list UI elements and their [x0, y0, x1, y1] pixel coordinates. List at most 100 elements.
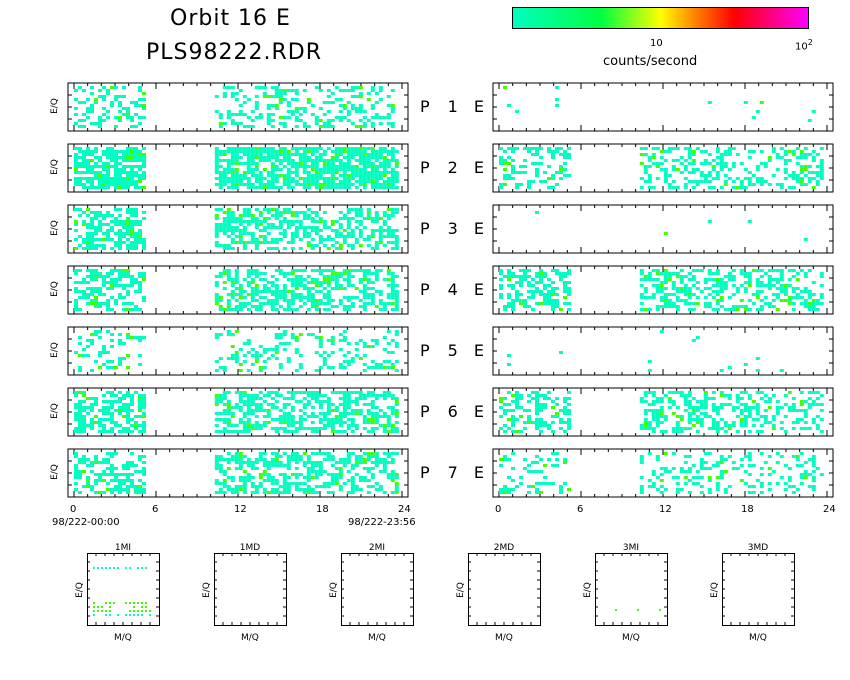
data-cell	[254, 226, 259, 229]
data-cell	[286, 418, 291, 421]
data-cell	[723, 284, 728, 287]
data-cell	[98, 211, 102, 214]
data-cell	[519, 165, 523, 168]
data-cell	[222, 159, 227, 162]
data-cell	[531, 293, 535, 296]
data-cell	[711, 177, 716, 180]
data-cell	[655, 272, 660, 275]
data-cell	[246, 293, 251, 296]
data-cell	[242, 360, 247, 363]
data-cell	[234, 354, 239, 357]
data-cell	[771, 284, 776, 287]
data-cell	[274, 186, 279, 189]
data-cell	[783, 403, 788, 406]
data-cell	[234, 150, 239, 153]
data-cell	[711, 427, 716, 430]
data-cell	[290, 165, 295, 168]
data-cell	[254, 95, 259, 98]
data-cell	[106, 330, 110, 333]
data-cell	[238, 220, 243, 223]
data-cell	[643, 290, 648, 293]
data-cell	[78, 491, 82, 494]
data-cell	[274, 458, 279, 461]
data-cell	[675, 406, 680, 409]
data-cell	[362, 476, 367, 479]
data-cell	[106, 168, 110, 171]
data-cell	[342, 336, 347, 339]
data-cell	[306, 150, 311, 153]
data-cell	[230, 458, 235, 461]
data-cell	[230, 217, 235, 220]
data-cell	[683, 177, 688, 180]
data-cell	[655, 290, 660, 293]
data-cell	[234, 424, 239, 427]
data-cell	[799, 183, 804, 186]
data-cell	[246, 275, 251, 278]
data-cell	[86, 406, 90, 409]
data-cell	[102, 174, 106, 177]
data-cell	[531, 296, 535, 299]
data-cell	[346, 397, 351, 400]
data-cell	[114, 98, 118, 101]
data-cell	[290, 241, 295, 244]
data-cell	[667, 150, 672, 153]
data-cell	[803, 412, 808, 415]
data-cell	[394, 299, 399, 302]
data-cell	[378, 366, 383, 369]
data-cell	[370, 165, 375, 168]
data-cell	[294, 488, 299, 491]
data-cell	[551, 177, 555, 180]
data-cell	[358, 394, 363, 397]
data-cell	[238, 397, 243, 400]
data-cell	[767, 397, 772, 400]
data-cell	[815, 415, 820, 418]
data-cell	[755, 180, 760, 183]
data-cell	[254, 406, 259, 409]
data-cell	[270, 479, 275, 482]
data-cell	[274, 107, 279, 110]
data-cell	[226, 180, 231, 183]
data-cell	[386, 424, 391, 427]
data-cell	[238, 89, 243, 92]
data-cell	[787, 296, 792, 299]
data-cell	[230, 238, 235, 241]
data-cell	[262, 156, 267, 159]
data-cell	[74, 351, 78, 354]
data-cell	[274, 482, 279, 485]
data-cell	[547, 397, 551, 400]
data-cell	[695, 409, 700, 412]
data-cell	[78, 177, 82, 180]
data-cell	[138, 479, 142, 482]
data-cell	[803, 147, 808, 150]
data-cell	[659, 330, 664, 333]
data-cell	[242, 391, 247, 394]
data-cell	[118, 110, 122, 113]
data-cell	[370, 150, 375, 153]
data-cell	[282, 229, 287, 232]
data-cell	[74, 156, 78, 159]
data-cell	[118, 424, 122, 427]
data-cell	[234, 293, 239, 296]
data-cell	[803, 272, 808, 275]
data-cell	[294, 461, 299, 464]
data-cell	[310, 159, 315, 162]
data-cell	[86, 232, 90, 235]
data-cell	[278, 214, 283, 217]
data-cell	[663, 159, 668, 162]
data-cell	[775, 308, 780, 311]
data-cell	[715, 406, 720, 409]
data-cell	[106, 183, 110, 186]
data-cell	[555, 412, 559, 415]
data-cell	[90, 299, 94, 302]
data-cell	[306, 427, 311, 430]
data-cell	[326, 308, 331, 311]
data-cell	[298, 391, 303, 394]
data-cell	[330, 421, 335, 424]
data-cell	[74, 98, 78, 101]
data-cell	[118, 235, 122, 238]
data-cell	[346, 101, 351, 104]
data-cell	[310, 421, 315, 424]
data-cell	[707, 162, 712, 165]
data-cell	[134, 491, 138, 494]
data-cell	[102, 302, 106, 305]
